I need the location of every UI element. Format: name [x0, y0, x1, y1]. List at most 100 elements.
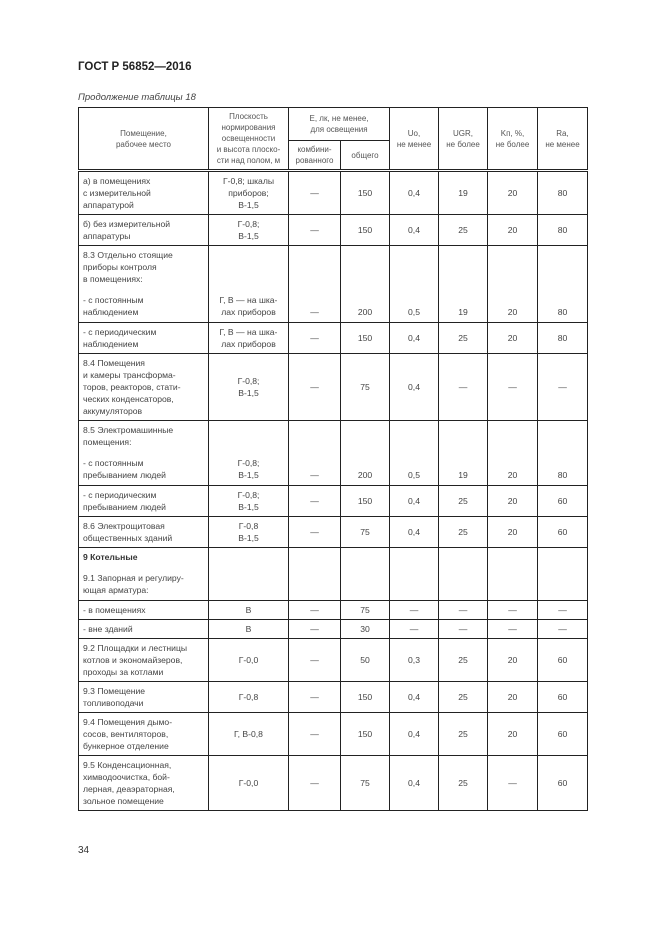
room-cell: 9 Котельные 9.1 Запорная и регулиру-ющая … — [78, 547, 209, 601]
plane-cell: Г, В — на шка-лах приборов — [208, 245, 289, 323]
text-line: общего — [351, 150, 379, 160]
value-cell: — — [487, 619, 539, 639]
table-row: - вне зданий В —30— — — — — [78, 619, 661, 639]
value-cell: 19 — [438, 420, 489, 486]
text-line: В-1,5 — [238, 200, 259, 210]
value-cell: 20 — [487, 681, 539, 713]
text-line: помещения: — [83, 437, 132, 447]
value-cell: 150 — [339, 170, 391, 215]
text-line: 9.1 Запорная и регулиру- — [83, 573, 184, 583]
text-line: Плоскость — [229, 112, 268, 121]
header-kp: Kп, %, не более — [487, 107, 539, 172]
plane-cell: Г-0,8; В-1,5 — [208, 353, 289, 421]
value-cell: 80 — [537, 322, 589, 354]
room-cell: - в помещениях — [78, 600, 209, 620]
value-cell: — — [537, 353, 589, 421]
value-cell: 20 — [487, 516, 539, 548]
text-line: 8.5 Электромашинные — [83, 425, 174, 435]
text-line: Г-0,8 — [238, 521, 259, 531]
value-cell: — — [288, 600, 341, 620]
text-line: Г, В — на шка- — [219, 327, 278, 337]
value-cell: 20 — [487, 712, 539, 756]
text-line: Г-0,8; — [237, 458, 260, 468]
value-cell: — — [438, 619, 489, 639]
value-cell: 0,4 — [389, 712, 440, 756]
plane-cell: Г-0,8; В-1,5 — [208, 485, 289, 517]
value-cell: 200 — [339, 245, 391, 323]
value-cell: — — [288, 170, 341, 215]
value-cell: 20 — [487, 245, 539, 323]
text-line: рабочее место — [115, 139, 171, 149]
value-cell: 50 — [339, 638, 391, 682]
text-line: лах приборов — [221, 307, 276, 317]
text-line: В-1,5 — [238, 470, 259, 480]
text-line: В-1,5 — [238, 231, 259, 241]
text-line: Kп, %, — [500, 128, 525, 138]
value-cell: 20 — [487, 638, 539, 682]
text-line: и высота плоско- — [216, 145, 281, 154]
value-cell: 30 — [339, 619, 391, 639]
value-cell: 60 — [537, 638, 589, 682]
value-cell: — — [288, 420, 341, 486]
value-cell: 0,4 — [389, 681, 440, 713]
room-cell: - с периодическим пребыванием людей — [78, 485, 209, 517]
table-caption: Продолжение таблицы 18 — [78, 92, 196, 103]
text-line: 8.6 Электрощитовая — [83, 521, 165, 531]
value-cell: 20 — [487, 170, 539, 215]
table-row: 9.4 Помещения дымо-сосов, вентиляторов, б… — [78, 712, 661, 756]
value-cell: — — [288, 755, 341, 811]
text-line: аппаратуры — [83, 231, 131, 241]
text-line: 9.3 Помещение — [83, 686, 146, 696]
value-cell: 0,5 — [389, 245, 440, 323]
room-cell: 9.4 Помещения дымо-сосов, вентиляторов, б… — [78, 712, 209, 756]
plane-cell: Г, В — на шка-лах приборов — [208, 322, 289, 354]
value-cell: 60 — [537, 485, 589, 517]
room-cell: б) без измерительной аппаратуры — [78, 214, 209, 246]
room-cell: 8.3 Отдельно стоящие приборы контроля в по… — [78, 245, 209, 323]
header-general: общего — [339, 140, 391, 172]
room-cell: а) в помещениях с измерительной аппаратуро… — [78, 170, 209, 215]
text-line: аппаратурой — [83, 200, 134, 210]
text-line: Помещение, — [120, 128, 167, 138]
value-cell: 150 — [339, 485, 391, 517]
value-cell: 0,4 — [389, 485, 440, 517]
plane-cell: В — [208, 619, 289, 639]
value-cell: 150 — [339, 712, 391, 756]
text-line: - с постоянным — [83, 295, 144, 305]
value-cell: 150 — [339, 214, 391, 246]
text-line: Uo, — [407, 128, 421, 138]
text-line: 9.4 Помещения дымо- — [83, 717, 173, 727]
header-uo: Uo, не менее — [389, 107, 440, 172]
value-cell: 25 — [438, 516, 489, 548]
table-row: б) без измерительной аппаратуры Г-0,8; В-1,… — [78, 214, 661, 246]
value-cell: — — [288, 681, 341, 713]
value-cell: — — [389, 619, 440, 639]
plane-cell — [208, 547, 289, 601]
header-ugr: UGR, не более — [438, 107, 489, 172]
plane-cell: Г-0,8; В-1,5 — [208, 214, 289, 246]
text-line: 8.3 Отдельно стоящие — [83, 250, 173, 260]
value-cell: 20 — [487, 322, 539, 354]
table-row: а) в помещениях с измерительной аппаратуро… — [78, 170, 661, 215]
value-cell: 25 — [438, 638, 489, 682]
text-line: ющая арматура: — [83, 585, 149, 595]
value-cell: 80 — [537, 170, 589, 215]
text-line: В-1,5 — [238, 388, 259, 398]
value-cell: — — [438, 600, 489, 620]
value-cell: — — [487, 755, 539, 811]
header-room: Помещение, рабочее место — [78, 107, 209, 172]
value-cell: 20 — [487, 420, 539, 486]
text-line: в помещениях: — [83, 274, 143, 284]
plane-cell: Г, В-0,8 — [208, 712, 289, 756]
value-cell: — — [288, 245, 341, 323]
text-line: не более — [495, 139, 530, 149]
room-cell: 8.5 Электромашинные помещения: - с постоян… — [78, 420, 209, 486]
value-cell: 75 — [339, 516, 391, 548]
text-line: зольное помещение — [83, 796, 164, 806]
value-cell: 80 — [537, 420, 589, 486]
text-line: В-1,5 — [238, 533, 259, 543]
value-cell: — — [389, 600, 440, 620]
value-cell: 80 — [537, 245, 589, 323]
text-line: Г-0,8 — [238, 692, 259, 702]
value-cell: 25 — [438, 681, 489, 713]
